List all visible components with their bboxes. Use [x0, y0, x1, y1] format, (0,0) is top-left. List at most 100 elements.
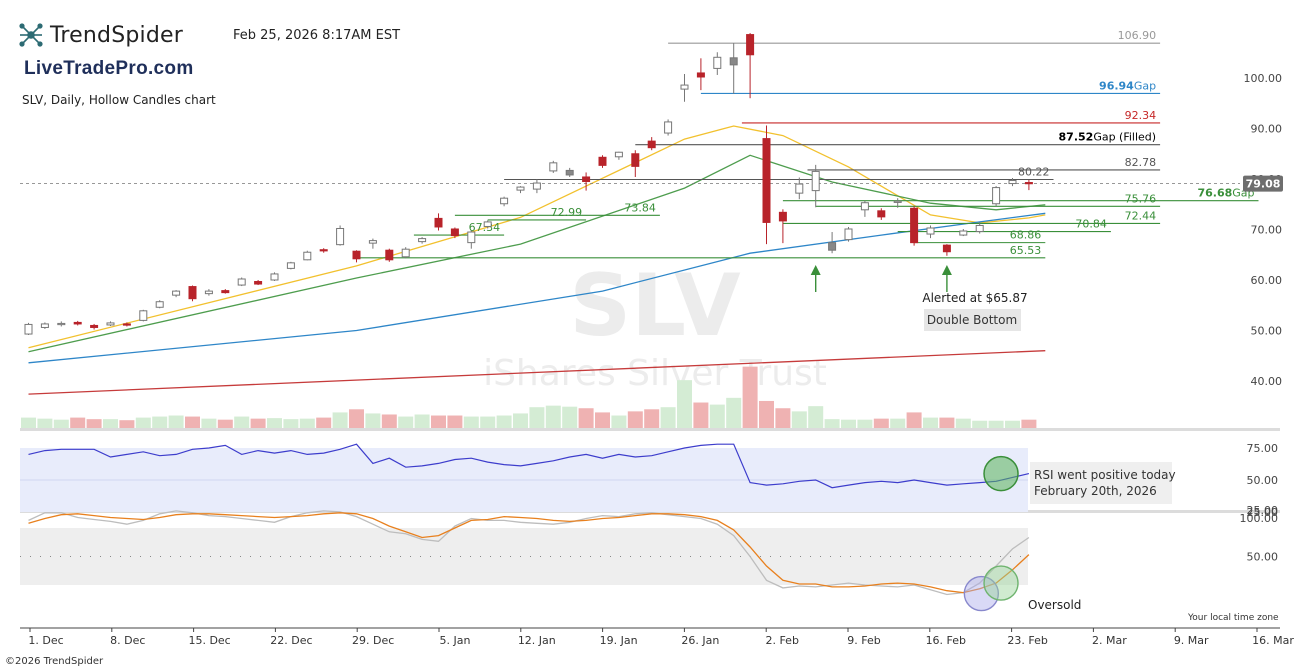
- candle-body: [155, 301, 164, 308]
- volume-bar: [463, 416, 479, 428]
- level-label: 67.34: [469, 221, 501, 234]
- volume-bar: [234, 416, 250, 428]
- volume-bar: [152, 416, 168, 428]
- candle-body: [746, 34, 755, 56]
- candle-body: [434, 217, 443, 228]
- candle-body: [401, 248, 410, 258]
- x-tick-label: 5. Jan: [440, 634, 471, 647]
- symbol-watermark: SLV: [569, 256, 741, 356]
- volume-bar: [808, 406, 824, 428]
- volume-bar: [1005, 420, 1020, 428]
- candle-body: [319, 249, 328, 252]
- chart-description: SLV, Daily, Hollow Candles chart: [22, 93, 216, 107]
- buy-arrow-head: [810, 265, 821, 275]
- volume-bar: [496, 415, 512, 428]
- volume-bar: [759, 400, 774, 428]
- volume-bar: [677, 380, 692, 428]
- price-tick-label: 40.00: [1251, 375, 1283, 388]
- price-tick-label: 50.00: [1251, 325, 1283, 338]
- level-label: 87.52Gap (Filled): [1059, 131, 1157, 144]
- volume-bar: [972, 420, 988, 428]
- x-tick-label: 16. Feb: [926, 634, 966, 647]
- volume-bar: [21, 417, 36, 428]
- alert-annotation: Alerted at $65.87: [922, 291, 1027, 305]
- stoch-tick-label: 25.00: [1247, 504, 1279, 517]
- rsi-panel: 75.00 50.00 25.00 RSI went positive today Fe…: [20, 442, 1280, 519]
- candle-body: [811, 170, 820, 192]
- candle-body: [237, 278, 246, 286]
- candle-body: [926, 227, 935, 235]
- level-label: 75.76: [1125, 192, 1157, 205]
- price-tick-label: 70.00: [1251, 224, 1283, 237]
- stoch-annotation: Oversold: [1028, 598, 1081, 612]
- volume-bar: [299, 418, 315, 428]
- level-label: 80.22: [1018, 166, 1050, 179]
- level-label: 96.94Gap: [1099, 79, 1156, 92]
- volume-bar: [939, 417, 955, 428]
- volume-bar: [890, 418, 906, 428]
- candle-body: [188, 286, 197, 300]
- trendspider-logo-icon: [19, 23, 43, 47]
- level-label: 106.90: [1118, 29, 1157, 42]
- candle-body: [795, 183, 804, 194]
- volume-bar: [185, 416, 200, 428]
- volume-bar: [250, 418, 266, 428]
- level-label: 68.86: [1010, 229, 1042, 242]
- volume-bar: [217, 419, 233, 428]
- volume-bar: [365, 413, 381, 428]
- volume-bar: [775, 408, 791, 428]
- candle-body: [352, 250, 361, 260]
- candle-body: [647, 140, 656, 149]
- candle-body: [516, 186, 525, 191]
- candle-body: [500, 197, 509, 205]
- pattern-badge: [924, 309, 1021, 331]
- brand-name: TrendSpider: [50, 22, 183, 48]
- volume-bar: [906, 412, 922, 428]
- volume-bar: [86, 419, 102, 428]
- level-label: 82.78: [1125, 156, 1157, 169]
- candle-body: [893, 200, 902, 203]
- candle-body: [565, 169, 574, 176]
- candle-body: [221, 290, 230, 294]
- volume-bar: [70, 417, 86, 428]
- x-tick-label: 29. Dec: [352, 634, 394, 647]
- stoch-oversold-circle: [963, 575, 1000, 612]
- candle-body: [467, 231, 476, 244]
- volume-bar: [988, 420, 1004, 428]
- volume-bar: [513, 413, 528, 428]
- candle-body: [844, 228, 853, 241]
- x-axis: 1. Dec 8. Dec 15. Dec 22. Dec 29. Dec 5. Jan 1…: [20, 627, 1294, 647]
- volume-bar: [119, 420, 135, 428]
- volume-bar: [627, 411, 643, 428]
- moving-average-line: [28, 212, 1046, 364]
- volume-bar: [1021, 419, 1037, 428]
- candle-body: [122, 323, 131, 326]
- candle-body: [614, 151, 623, 158]
- candle-body: [910, 207, 919, 244]
- volume-bar: [742, 366, 758, 428]
- candle-body: [336, 227, 345, 246]
- stoch-tick-label: 100.00: [1240, 512, 1279, 525]
- stochastic-panel: 100.00 50.00 25.00 Oversold: [20, 504, 1278, 612]
- candle-body: [172, 290, 181, 296]
- candle-body: [57, 322, 66, 326]
- volume-bar: [480, 416, 496, 428]
- candle-body: [959, 230, 968, 236]
- x-tick-label: 2. Mar: [1092, 634, 1127, 647]
- volume-bar: [873, 418, 889, 428]
- last-price-label: 79.08: [1246, 178, 1281, 191]
- candle-body: [631, 153, 640, 167]
- candle-body: [729, 57, 738, 66]
- candle-body: [877, 210, 886, 218]
- timezone-note: Your local time zone: [1188, 613, 1279, 623]
- volume-bar: [824, 419, 840, 428]
- candle-body: [303, 251, 312, 261]
- volume-bar: [103, 419, 118, 428]
- candle-body: [1008, 180, 1017, 185]
- candle-body: [139, 310, 148, 321]
- buy-arrow-head: [941, 265, 952, 275]
- volume-bar: [726, 397, 742, 428]
- pattern-annotation: Double Bottom: [927, 313, 1017, 327]
